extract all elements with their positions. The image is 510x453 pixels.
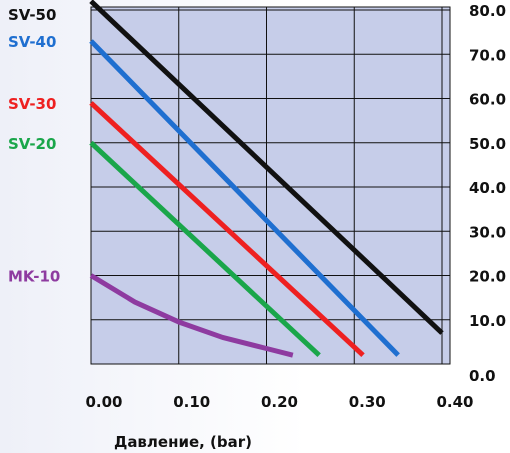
series-label-sv-30: SV-30: [8, 95, 56, 113]
series-label-sv-40: SV-40: [8, 33, 56, 51]
x-axis-title: Давление, (bar): [114, 433, 252, 451]
y-tick-label: 50.0: [469, 135, 506, 153]
series-labels: SV-50 SV-40 SV-30 SV-20 MK-10: [8, 6, 60, 286]
plot-area: [91, 7, 450, 364]
y-tick-label: 20.0: [469, 268, 506, 286]
series-line-sv-50: [89, 0, 444, 335]
x-tick-label: 0.30: [349, 393, 386, 411]
series-line-sv-40: [89, 39, 400, 357]
y-tick-label: 70.0: [469, 46, 506, 64]
series-label-mk-10: MK-10: [8, 268, 60, 286]
y-tick-label: 40.0: [469, 179, 506, 197]
y-tick-label: 60.0: [469, 91, 506, 109]
series-label-sv-50: SV-50: [8, 6, 56, 24]
series-line-mk-10: [89, 273, 294, 358]
series-lines: [89, 0, 444, 358]
x-tick-label: 0.20: [261, 393, 298, 411]
x-tick-label: 0.00: [85, 393, 122, 411]
y-tick-label: 80.0: [469, 2, 506, 20]
plot-border: [90, 6, 451, 365]
series-label-sv-20: SV-20: [8, 135, 56, 153]
grid: [90, 6, 451, 365]
y-tick-label: 10.0: [469, 312, 506, 330]
y-tick-label: 0.0: [469, 367, 496, 385]
x-tick-label: 0.10: [173, 393, 210, 411]
y-tick-labels: 0.0 10.0 20.0 30.0 40.0 50.0 60.0 70.0 80.0: [469, 2, 506, 385]
x-tick-label: 0.40: [436, 393, 473, 411]
series-line-sv-20: [89, 140, 321, 357]
x-tick-labels: 0.00 0.10 0.20 0.30 0.40: [85, 393, 473, 411]
series-line-sv-30: [89, 101, 365, 357]
y-tick-label: 30.0: [469, 223, 506, 241]
